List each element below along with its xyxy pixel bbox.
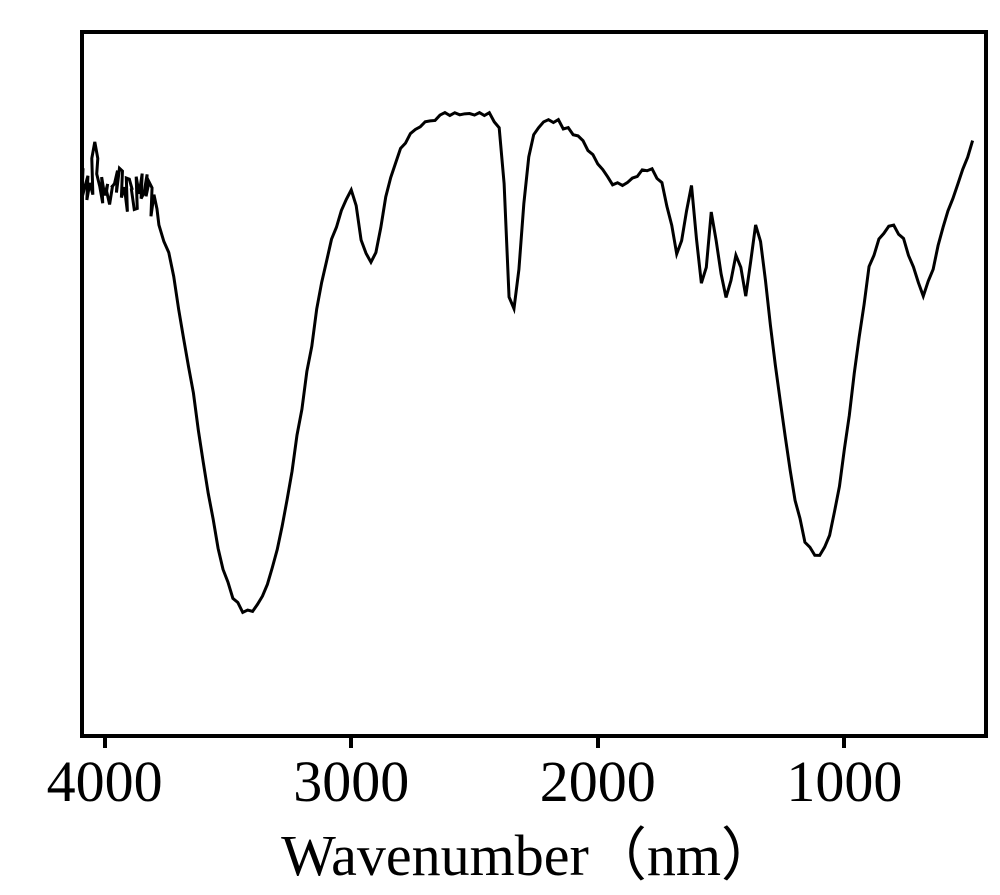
x-axis-label: Wavenumber（nm）	[80, 808, 980, 892]
x-tick-mark	[349, 734, 353, 748]
x-tick-mark	[103, 734, 107, 748]
x-tick-label: 4000	[25, 748, 185, 815]
x-tick-mark	[842, 734, 846, 748]
x-tick-label: 3000	[271, 748, 431, 815]
x-tick-label: 2000	[518, 748, 678, 815]
spectrum-line	[40, 20, 1000, 750]
x-tick-label: 1000	[764, 748, 924, 815]
x-tick-mark	[596, 734, 600, 748]
chart-container: 4000300020001000 Wavenumber（nm）	[40, 20, 960, 875]
spectrum-path	[77, 113, 973, 613]
